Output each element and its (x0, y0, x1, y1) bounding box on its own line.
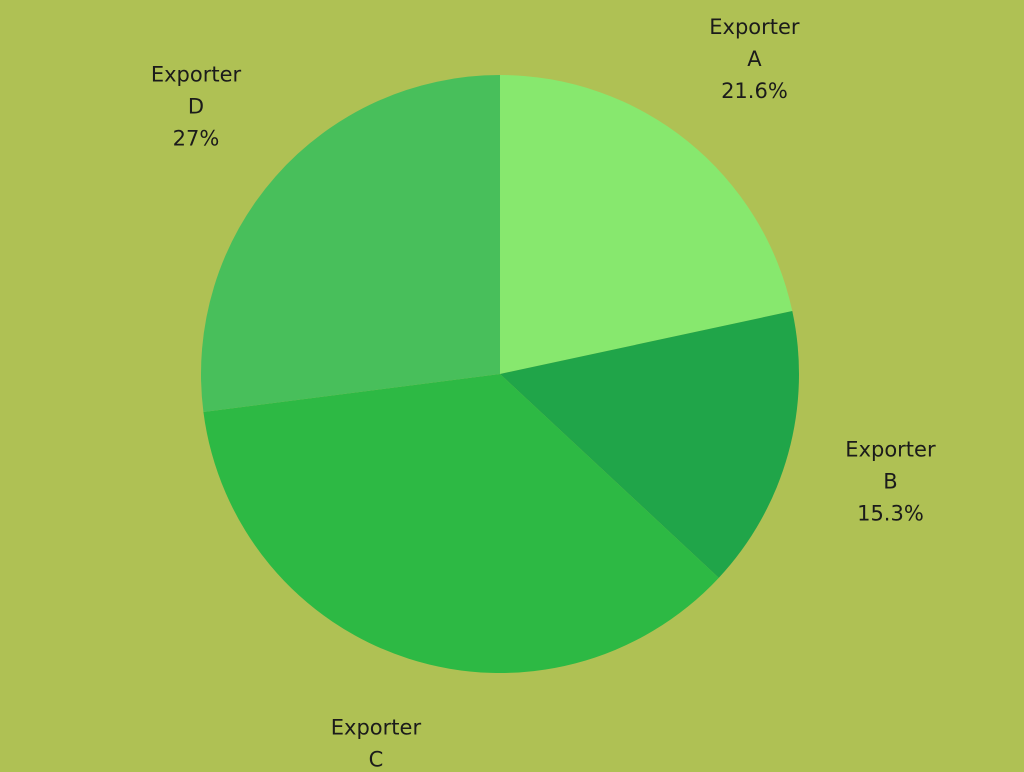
slice-label-a: Exporter A 21.6% (709, 15, 800, 103)
slice-label-letter: D (188, 94, 204, 118)
pie-slice-b (500, 311, 799, 578)
slice-label-letter: C (369, 748, 384, 768)
pie-labels: ExporterA21.6%ExporterB15.3%ExporterC36%… (151, 15, 936, 772)
slice-label-b: Exporter B 15.3% (845, 438, 936, 526)
slice-label-d: Exporter D 27% (151, 62, 242, 150)
slice-label-value: 21.6% (721, 79, 788, 103)
slice-label-name: Exporter (845, 438, 936, 462)
slice-label-value: 27% (173, 126, 220, 150)
pie-slice-d (200, 75, 500, 412)
slice-label-c: ExporterC36% (331, 716, 422, 768)
pie-slices (200, 75, 799, 673)
slice-label-name: Exporter (709, 15, 800, 39)
pie-slice-a (500, 75, 793, 374)
slice-label-letter: B (883, 470, 897, 494)
pie-slice-c (203, 374, 719, 673)
slice-label-value: 15.3% (857, 502, 924, 526)
slice-label-letter: A (747, 47, 762, 71)
slice-label-name: Exporter (331, 716, 422, 740)
slice-label-name: Exporter (151, 62, 242, 86)
